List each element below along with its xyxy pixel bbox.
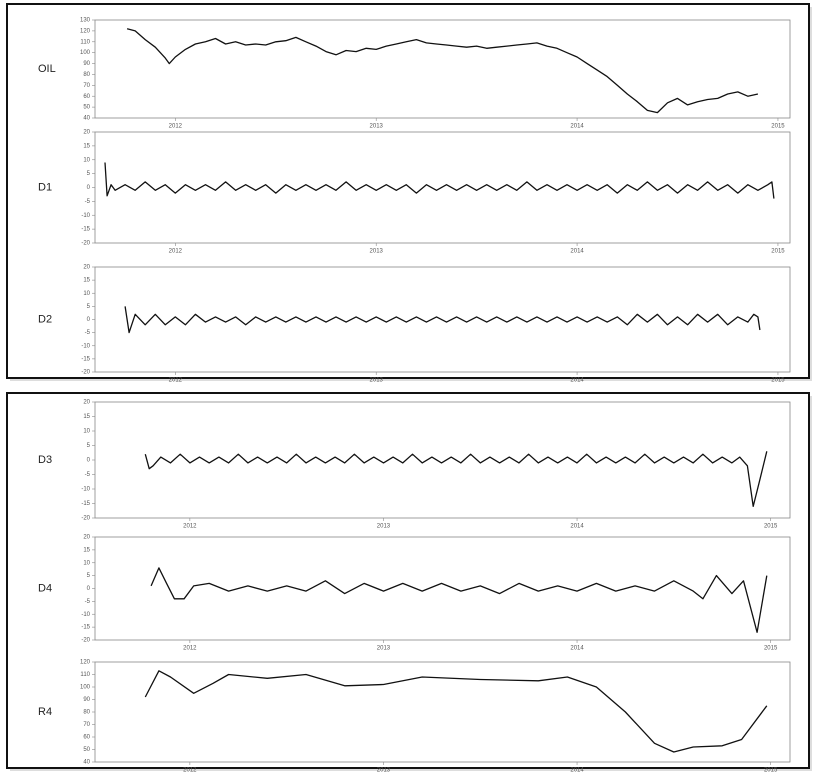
x-tick-label: 2012 [183,524,197,530]
data-line [144,670,768,753]
x-tick-label: 2015 [771,124,785,130]
y-tick-label: 100 [80,50,91,56]
y-tick-label: 60 [83,735,90,741]
x-tick-label: 2013 [377,524,391,530]
x-tick-label: 2015 [764,768,778,773]
y-tick-label: -15 [81,227,90,233]
y-axis-label: D1 [38,181,52,193]
y-tick-label: 110 [80,672,90,678]
y-axis-label: D3 [38,454,52,466]
y-tick-label: 15 [83,547,90,553]
y-tick-label: -10 [81,487,90,493]
y-tick-label: 70 [83,722,90,728]
y-tick-label: -20 [81,241,90,247]
x-tick-label: 2013 [377,768,391,773]
y-tick-label: 100 [80,685,91,691]
y-tick-label: -15 [81,356,90,362]
y-tick-label: 40 [83,116,90,122]
data-line [124,306,761,334]
y-tick-label: 20 [83,130,90,136]
x-tick-label: 2014 [570,646,584,652]
x-tick-label: 2014 [570,524,584,530]
y-tick-label: 5 [87,573,91,579]
x-tick-label: 2014 [570,249,584,255]
y-tick-label: 70 [83,83,90,89]
y-tick-label: 40 [83,760,90,766]
bottom-box [6,392,810,769]
y-tick-label: -20 [81,516,90,522]
y-tick-label: 90 [83,61,90,67]
y-tick-label: 15 [83,143,90,149]
x-tick-label: 2014 [570,768,584,773]
x-tick-label: 2012 [169,249,183,255]
x-tick-label: 2012 [169,378,183,384]
y-tick-label: 10 [83,291,90,297]
x-tick-label: 2014 [570,378,584,384]
y-tick-label: -5 [85,599,91,605]
y-tick-label: 15 [83,278,90,284]
y-tick-label: 0 [87,185,91,191]
x-tick-label: 2015 [771,249,785,255]
y-tick-label: 20 [83,535,90,541]
y-tick-label: -20 [81,370,90,376]
plot-frame [94,19,791,119]
y-tick-label: -10 [81,612,90,618]
y-tick-label: 10 [83,429,90,435]
x-tick-label: 2013 [377,646,391,652]
y-tick-label: -15 [81,501,90,507]
y-tick-label: 80 [83,72,90,78]
x-tick-label: 2015 [764,646,778,652]
data-line [104,162,775,199]
y-tick-label: 5 [87,171,91,177]
y-tick-label: 120 [80,28,91,34]
x-tick-label: 2013 [370,124,384,130]
y-tick-label: 10 [83,157,90,163]
y-tick-label: -10 [81,343,90,349]
y-tick-label: 80 [83,710,90,716]
y-tick-label: -10 [81,213,90,219]
x-tick-label: 2015 [771,378,785,384]
x-tick-label: 2013 [370,378,384,384]
data-line [144,451,768,508]
y-tick-label: 5 [87,443,91,449]
y-tick-label: 60 [83,94,90,100]
y-tick-label: 5 [87,304,91,310]
x-tick-label: 2013 [370,249,384,255]
y-tick-label: 50 [83,747,90,753]
y-tick-label: 10 [83,560,90,566]
y-tick-label: 20 [83,400,90,406]
y-tick-label: 120 [80,660,91,666]
x-tick-label: 2012 [169,124,183,130]
y-tick-label: 130 [80,18,91,24]
y-tick-label: 50 [83,105,90,111]
y-tick-label: -5 [85,472,91,478]
x-tick-label: 2012 [183,768,197,773]
y-axis-label: D4 [38,582,52,594]
y-tick-label: -20 [81,638,90,644]
y-tick-label: -5 [85,199,91,205]
y-axis-label: D2 [38,313,52,325]
x-tick-label: 2015 [764,524,778,530]
y-axis-label: OIL [38,63,56,75]
y-tick-label: 20 [83,265,90,271]
y-tick-label: 0 [87,586,91,592]
y-tick-label: -5 [85,330,91,336]
data-line [150,567,768,633]
y-tick-label: 110 [80,39,90,45]
y-axis-label: R4 [38,706,52,718]
y-tick-label: 0 [87,317,91,323]
x-tick-label: 2014 [570,124,584,130]
y-tick-label: 90 [83,697,90,703]
y-tick-label: 15 [83,414,90,420]
y-tick-label: -15 [81,625,90,631]
y-tick-label: 0 [87,458,91,464]
x-tick-label: 2012 [183,646,197,652]
data-line [126,28,759,114]
